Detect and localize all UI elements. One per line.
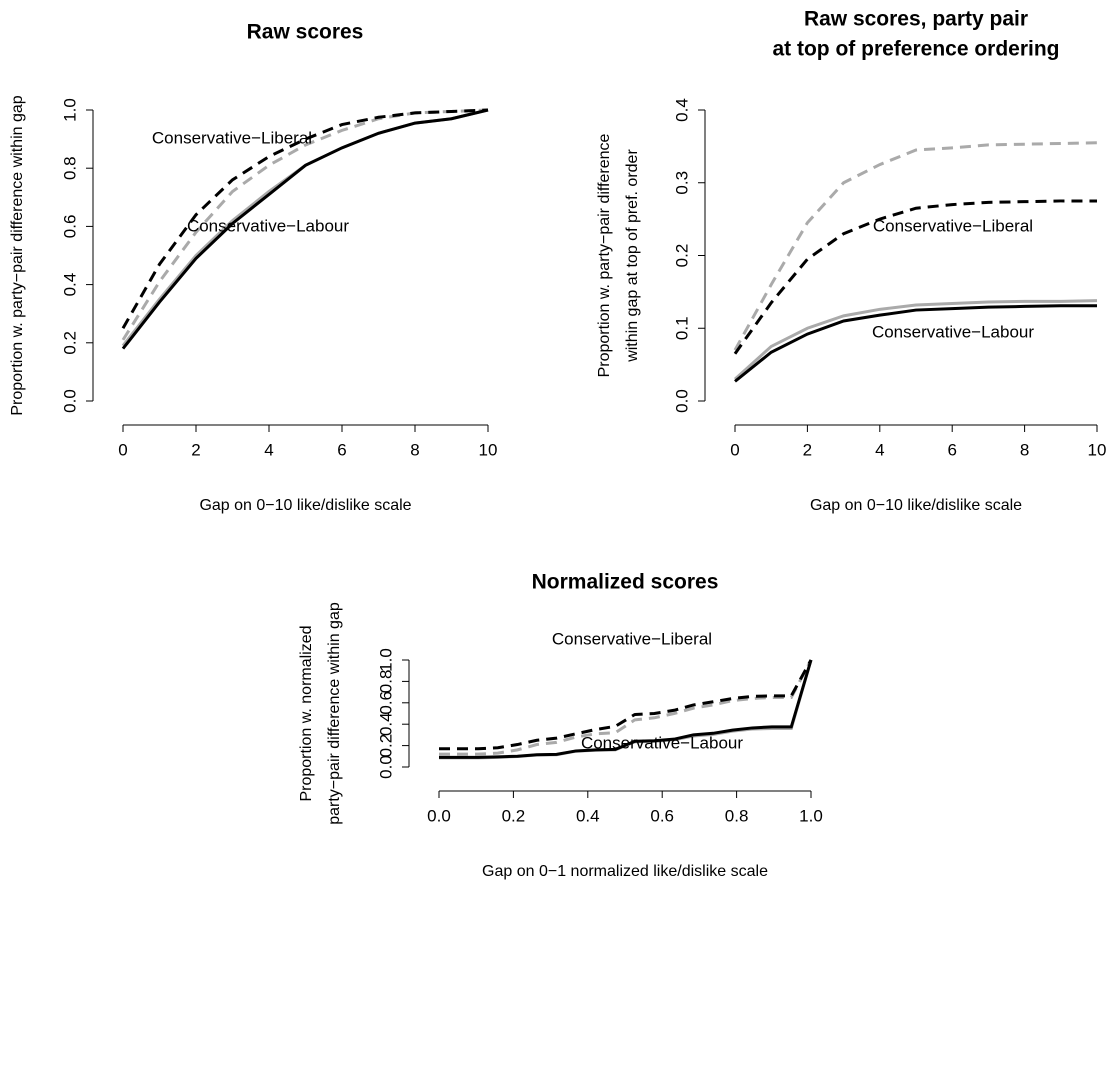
- y-tick-label: 0.6: [376, 691, 395, 715]
- x-tick-label: 0: [730, 440, 739, 459]
- y-tick-label: 0.8: [60, 156, 79, 180]
- x-tick-label: 4: [875, 440, 884, 459]
- y-axis-label: party−pair difference within gap: [326, 602, 343, 825]
- y-tick-label: 0.2: [672, 244, 691, 268]
- y-tick-label: 0.6: [60, 215, 79, 239]
- annotation: Conservative−Liberal: [552, 629, 712, 648]
- x-tick-label: 8: [410, 440, 419, 459]
- annotation: Conservative−Labour: [581, 733, 743, 752]
- series-line: [439, 659, 813, 756]
- series-line: [121, 108, 489, 350]
- y-tick-label: 1.0: [60, 98, 79, 122]
- y-axis-label: Proportion w. normalized: [298, 625, 315, 801]
- series-line: [733, 299, 1098, 381]
- x-tick-label: 0.2: [502, 806, 526, 825]
- y-tick-label: 1.0: [376, 648, 395, 672]
- y-tick-label: 0.8: [376, 670, 395, 694]
- y-tick-label: 0.4: [376, 712, 395, 736]
- x-tick-label: 2: [191, 440, 200, 459]
- x-tick-label: 8: [1020, 440, 1029, 459]
- x-tick-label: 6: [337, 440, 346, 459]
- y-tick-label: 0.4: [60, 273, 79, 297]
- x-axis-label: Gap on 0−1 normalized like/dislike scale: [482, 863, 768, 880]
- series-line: [733, 199, 1097, 355]
- chart-title: Raw scores: [247, 21, 364, 44]
- y-tick-label: 0.0: [60, 389, 79, 413]
- x-tick-label: 0.4: [576, 806, 600, 825]
- y-tick-label: 0.1: [672, 316, 691, 340]
- series-line: [734, 304, 1097, 383]
- x-tick-label: 10: [479, 440, 498, 459]
- y-axis-label: Proportion w. party−pair difference with…: [9, 95, 26, 415]
- series-line: [439, 659, 813, 759]
- annotation: Conservative−Liberal: [152, 128, 312, 147]
- y-tick-label: 0.0: [672, 389, 691, 413]
- y-tick-label: 0.3: [672, 171, 691, 195]
- x-tick-label: 6: [947, 440, 956, 459]
- y-tick-label: 0.0: [376, 755, 395, 779]
- annotation: Conservative−Labour: [872, 322, 1034, 341]
- x-tick-label: 10: [1088, 440, 1107, 459]
- annotation: Conservative−Labour: [187, 216, 349, 235]
- series-line: [439, 659, 813, 751]
- chart-title: Raw scores, party pair: [804, 8, 1028, 31]
- y-tick-label: 0.2: [60, 331, 79, 355]
- x-tick-label: 4: [264, 440, 273, 459]
- y-tick-label: 0.4: [672, 98, 691, 122]
- annotation: Conservative−Liberal: [873, 216, 1033, 235]
- x-tick-label: 2: [803, 440, 812, 459]
- series-line: [121, 108, 489, 341]
- y-tick-label: 0.2: [376, 734, 395, 758]
- y-axis-label: Proportion w. party−pair difference: [596, 133, 613, 377]
- x-tick-label: 0: [118, 440, 127, 459]
- x-tick-label: 0.8: [725, 806, 749, 825]
- x-tick-label: 1.0: [799, 806, 823, 825]
- x-tick-label: 0.0: [427, 806, 451, 825]
- y-axis-label: within gap at top of pref. order: [624, 149, 641, 363]
- series-line: [733, 141, 1098, 351]
- x-axis-label: Gap on 0−10 like/dislike scale: [810, 497, 1022, 514]
- series-line: [121, 108, 489, 329]
- x-tick-label: 0.6: [650, 806, 674, 825]
- chart-title: at top of preference ordering: [772, 38, 1059, 61]
- chart-title: Normalized scores: [532, 571, 719, 594]
- x-axis-label: Gap on 0−10 like/dislike scale: [199, 497, 411, 514]
